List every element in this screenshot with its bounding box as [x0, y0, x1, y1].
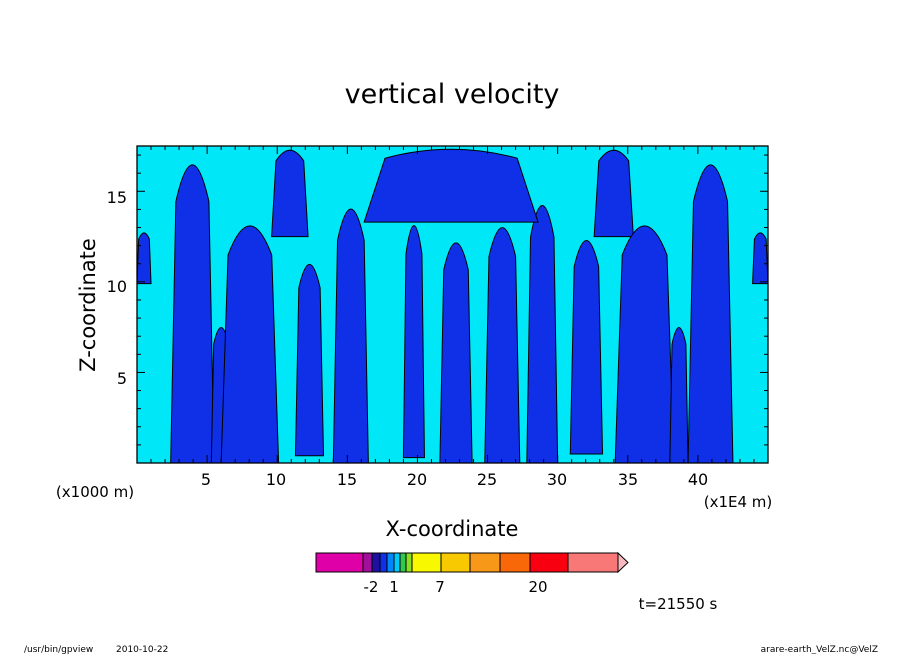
- contour-region-11: [593, 149, 634, 238]
- colorbar-segment-6: [399, 552, 407, 573]
- contour-region-13: [669, 327, 689, 463]
- contour-region-17: [363, 148, 539, 223]
- colorbar-segment-1: [362, 552, 373, 573]
- colorbar-segment-11: [499, 552, 531, 573]
- footer-source: arare-earth_VelZ.nc@VelZ: [761, 645, 878, 654]
- plot-area: [136, 145, 769, 464]
- colorbar-segment-4: [386, 552, 395, 573]
- axis-ticks: [137, 146, 768, 463]
- colorbar-segment-7: [405, 552, 413, 573]
- colorbar-segment-12: [529, 552, 569, 573]
- contour-region-8: [484, 227, 521, 463]
- x-unit-left: (x1000 m): [56, 483, 134, 501]
- y-tick-label-5: 5: [117, 369, 127, 388]
- x-tick-label-5: 5: [201, 470, 211, 489]
- colorbar-segment-5: [393, 552, 401, 573]
- colorbar-label-1: 1: [389, 578, 399, 596]
- colorbar-segment-0: [315, 552, 364, 573]
- contour-region-15: [137, 232, 152, 285]
- colorbar-segment-3: [379, 552, 388, 573]
- colorbar-segment-10: [469, 552, 501, 573]
- colorbar-label-7: 7: [435, 578, 445, 596]
- y-tick-label-10: 10: [107, 277, 127, 296]
- contour-region-3: [271, 149, 309, 238]
- x-axis-title: X-coordinate: [386, 517, 519, 541]
- contour-regions: [137, 148, 768, 463]
- colorbar-arrow: [617, 551, 629, 574]
- colorbar-segment-8: [411, 552, 442, 573]
- colorbar-segment-13: [567, 552, 619, 573]
- contour-region-12: [614, 225, 675, 463]
- colorbar-label-20: 20: [528, 578, 547, 596]
- contour-region-5: [332, 208, 369, 463]
- x-tick-label-40: 40: [688, 470, 708, 489]
- contour-region-4: [294, 264, 325, 457]
- x-unit-right: (x1E4 m): [704, 493, 773, 511]
- x-tick-label-25: 25: [477, 470, 497, 489]
- y-axis-title: Z-coordinate: [76, 238, 100, 372]
- colorbar-segment-2: [371, 552, 381, 573]
- chart-title: vertical velocity: [345, 79, 560, 110]
- x-tick-label-20: 20: [407, 470, 427, 489]
- colorbar: [315, 551, 629, 574]
- plot-frame: [136, 145, 769, 464]
- x-tick-label-35: 35: [618, 470, 638, 489]
- contour-region-14: [687, 164, 734, 463]
- footer-program: /usr/bin/gpview: [24, 645, 93, 654]
- x-tick-label-15: 15: [337, 470, 357, 489]
- contour-region-6: [402, 225, 425, 459]
- colorbar-label-neg2: -2: [364, 578, 379, 596]
- contour-region-2: [220, 225, 280, 463]
- contour-region-0: [170, 164, 215, 463]
- contour-region-10: [569, 240, 604, 455]
- colorbar-segment-9: [440, 552, 471, 573]
- contour-region-16: [752, 232, 768, 285]
- x-tick-label-10: 10: [266, 470, 286, 489]
- time-annotation: t=21550 s: [639, 595, 718, 613]
- footer-date: 2010-10-22: [116, 645, 168, 654]
- contour-region-7: [439, 242, 473, 463]
- contour-region-9: [526, 205, 559, 463]
- x-tick-label-30: 30: [547, 470, 567, 489]
- y-tick-label-15: 15: [107, 188, 127, 207]
